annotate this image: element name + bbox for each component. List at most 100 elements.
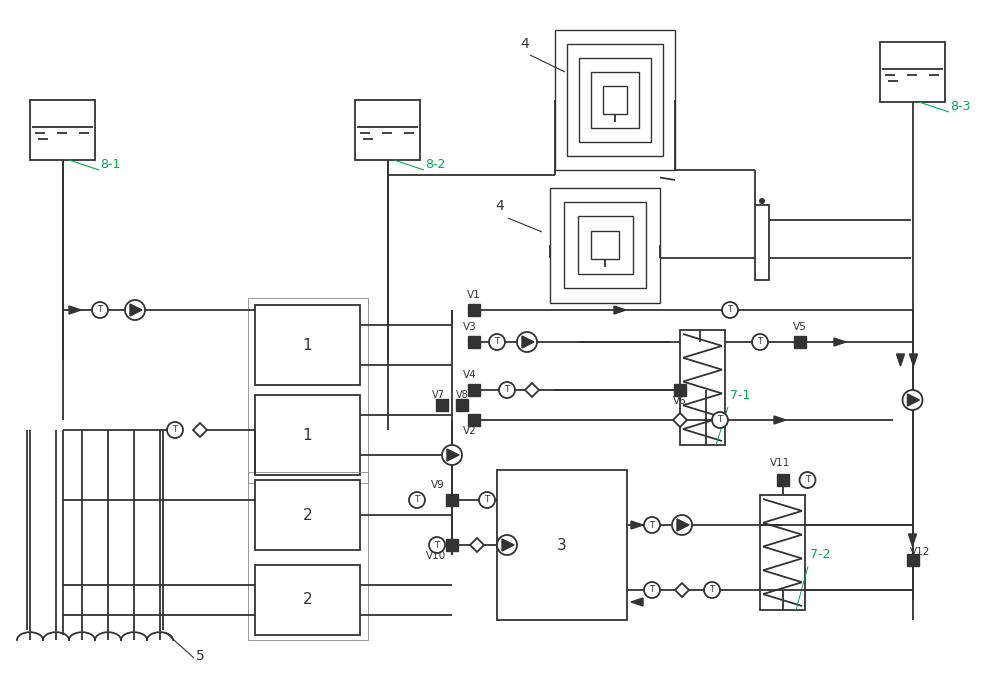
Circle shape — [92, 302, 108, 318]
Text: T: T — [709, 586, 715, 594]
Circle shape — [409, 492, 425, 508]
Polygon shape — [774, 416, 786, 424]
Bar — [680, 330, 725, 445]
Polygon shape — [896, 354, 904, 366]
Circle shape — [479, 492, 495, 508]
Text: V8: V8 — [456, 390, 468, 400]
Text: T: T — [494, 338, 500, 347]
Circle shape — [752, 334, 768, 350]
Bar — [468, 414, 480, 426]
Bar — [776, 474, 788, 486]
Polygon shape — [614, 306, 626, 314]
Polygon shape — [675, 583, 689, 597]
Circle shape — [517, 332, 537, 352]
Text: 8-1: 8-1 — [100, 158, 120, 171]
Circle shape — [644, 517, 660, 533]
Bar — [674, 384, 686, 396]
Text: V2: V2 — [463, 426, 477, 436]
Text: V6: V6 — [673, 396, 687, 406]
Text: 3: 3 — [557, 538, 567, 552]
Text: T: T — [649, 586, 655, 594]
Text: 2: 2 — [303, 508, 312, 523]
Bar — [248, 472, 368, 640]
Text: T: T — [649, 521, 655, 529]
Polygon shape — [631, 598, 643, 606]
Polygon shape — [447, 449, 459, 461]
Polygon shape — [522, 336, 534, 348]
Text: 5: 5 — [196, 649, 205, 663]
Bar — [497, 470, 627, 620]
Bar — [456, 399, 468, 411]
Circle shape — [499, 382, 515, 398]
Circle shape — [800, 472, 816, 488]
Text: 4: 4 — [520, 37, 529, 51]
Bar — [255, 305, 360, 385]
Bar — [564, 202, 646, 288]
Bar — [591, 72, 639, 128]
Text: 8-3: 8-3 — [950, 100, 970, 113]
Text: T: T — [414, 496, 420, 504]
Polygon shape — [69, 306, 81, 314]
Text: V1: V1 — [467, 290, 481, 300]
Text: T: T — [97, 305, 103, 315]
Bar — [255, 395, 360, 475]
Bar — [906, 554, 918, 566]
Text: T: T — [484, 496, 490, 504]
Bar — [603, 86, 627, 114]
Bar — [567, 44, 663, 156]
Polygon shape — [908, 534, 916, 546]
Text: V4: V4 — [463, 370, 477, 380]
Circle shape — [489, 334, 505, 350]
Circle shape — [902, 390, 922, 410]
Bar — [468, 384, 480, 396]
Text: 1: 1 — [303, 338, 312, 353]
Bar — [355, 100, 420, 160]
Text: V9: V9 — [431, 480, 445, 490]
Text: 7-1: 7-1 — [730, 389, 750, 402]
Text: 4: 4 — [495, 199, 504, 213]
Bar — [755, 205, 769, 280]
Text: T: T — [434, 540, 440, 550]
Bar — [468, 304, 480, 316]
Text: T: T — [172, 426, 178, 435]
Text: V7: V7 — [432, 390, 444, 400]
Bar — [468, 336, 480, 348]
Polygon shape — [834, 338, 846, 346]
Bar — [591, 231, 619, 259]
Polygon shape — [130, 304, 142, 316]
Text: V12: V12 — [910, 547, 931, 557]
Circle shape — [759, 198, 765, 204]
Bar — [578, 216, 633, 274]
Circle shape — [704, 582, 720, 598]
Polygon shape — [525, 383, 539, 397]
Text: T: T — [717, 416, 723, 424]
Bar — [436, 399, 448, 411]
Bar — [555, 30, 675, 170]
Text: V11: V11 — [770, 458, 791, 468]
Circle shape — [167, 422, 183, 438]
Bar — [30, 100, 95, 160]
Polygon shape — [470, 538, 484, 552]
Circle shape — [125, 300, 145, 320]
Circle shape — [442, 445, 462, 465]
Polygon shape — [910, 354, 918, 366]
Text: 1: 1 — [303, 427, 312, 443]
Text: 8-2: 8-2 — [425, 158, 445, 171]
Text: V5: V5 — [793, 322, 807, 332]
Polygon shape — [677, 519, 689, 531]
Circle shape — [722, 302, 738, 318]
Bar — [255, 480, 360, 550]
Circle shape — [497, 535, 517, 555]
Circle shape — [712, 412, 728, 428]
Circle shape — [429, 537, 445, 553]
Text: T: T — [757, 338, 763, 347]
Text: T: T — [504, 385, 510, 395]
Polygon shape — [631, 521, 643, 529]
Text: T: T — [805, 475, 810, 485]
Circle shape — [672, 515, 692, 535]
Text: T: T — [727, 305, 733, 315]
Bar — [794, 336, 806, 348]
Bar — [248, 298, 368, 483]
Polygon shape — [193, 423, 207, 437]
Polygon shape — [502, 539, 514, 551]
